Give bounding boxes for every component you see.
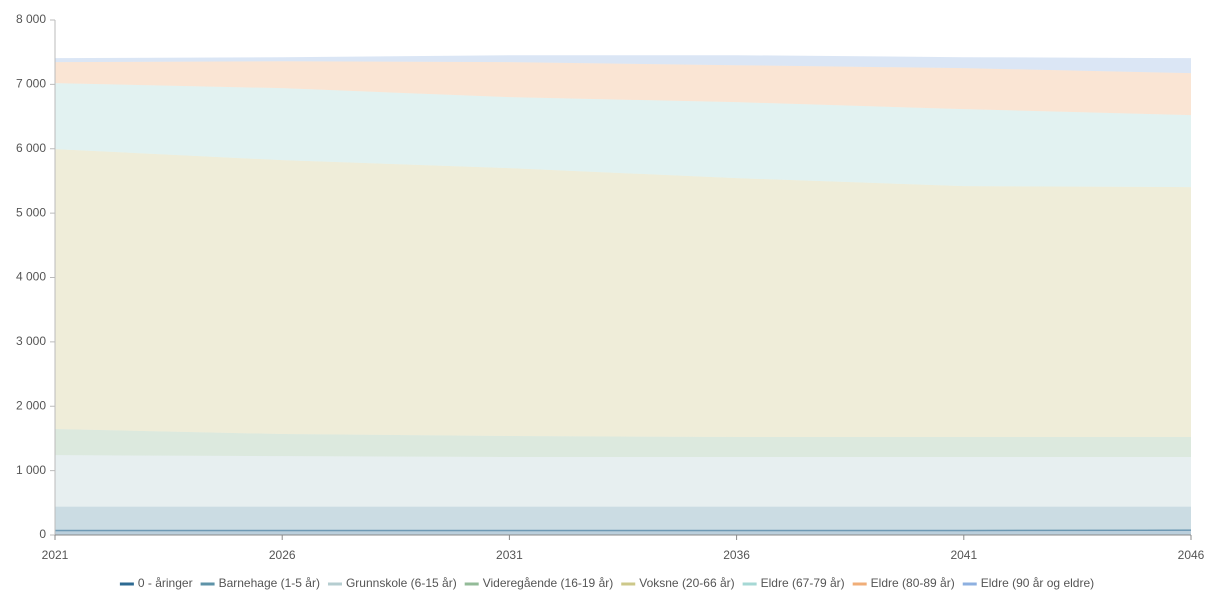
x-tick-label: 2036 [723, 548, 750, 562]
area [55, 455, 1191, 507]
y-tick-label: 2 000 [16, 398, 46, 412]
legend-label: Eldre (67-79 år) [761, 576, 845, 590]
y-tick-label: 7 000 [16, 77, 46, 91]
x-tick-label: 2026 [269, 548, 296, 562]
legend-label: Eldre (80-89 år) [871, 576, 955, 590]
legend-item: Eldre (67-79 år) [742, 576, 845, 590]
legend-item: Videregående (16-19 år) [464, 576, 614, 590]
area [55, 55, 1191, 74]
legend-label: Videregående (16-19 år) [483, 576, 614, 590]
x-tick-label: 2021 [42, 548, 69, 562]
legend-label: 0 - åringer [138, 576, 193, 590]
y-tick-label: 8 000 [16, 12, 46, 26]
x-tick-label: 2031 [496, 548, 523, 562]
y-tick-label: 6 000 [16, 141, 46, 155]
legend-label: Barnehage (1-5 år) [219, 576, 320, 590]
legend-item: Barnehage (1-5 år) [200, 576, 320, 590]
legend-item: Grunnskole (6-15 år) [327, 576, 457, 590]
legend-item: 0 - åringer [119, 576, 193, 590]
legend-label: Voksne (20-66 år) [639, 576, 734, 590]
legend-item: Eldre (80-89 år) [852, 576, 955, 590]
y-tick-label: 5 000 [16, 205, 46, 219]
legend: 0 - åringer Barnehage (1-5 år) Grunnskole … [119, 576, 1094, 590]
x-tick-label: 2046 [1178, 548, 1205, 562]
area [55, 83, 1191, 188]
legend-label: Eldre (90 år og eldre) [981, 576, 1094, 590]
y-tick-label: 1 000 [16, 463, 46, 477]
legend-item: Voksne (20-66 år) [621, 576, 735, 590]
area [55, 429, 1191, 458]
y-tick-label: 0 [39, 527, 46, 541]
area [55, 530, 1191, 535]
area [55, 149, 1191, 438]
y-tick-label: 3 000 [16, 334, 46, 348]
legend-item: Eldre (90 år og eldre) [962, 576, 1094, 590]
legend-label: Grunnskole (6-15 år) [346, 576, 457, 590]
area [55, 61, 1191, 116]
y-tick-label: 4 000 [16, 270, 46, 284]
area [55, 506, 1191, 531]
x-tick-label: 2041 [950, 548, 977, 562]
